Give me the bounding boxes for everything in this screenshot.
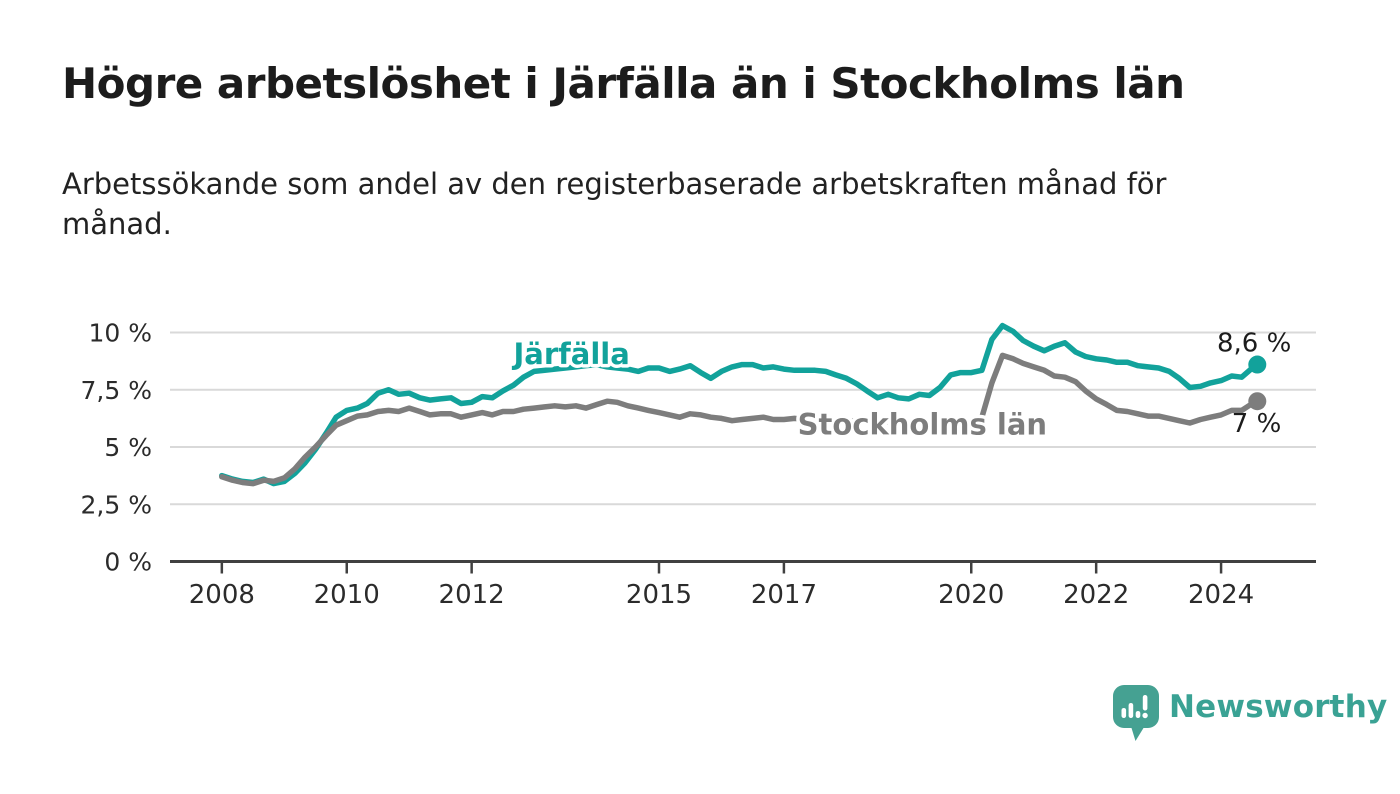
x-axis-tick-label: 2012	[439, 580, 505, 610]
x-axis-tick-label: 2010	[314, 580, 380, 610]
y-axis-labels: 0 % 2,5 % 5 % 7,5 % 10 %	[81, 319, 152, 577]
series-name-label-jarfalla: Järfälla	[511, 337, 629, 371]
x-axis-tick-label: 2017	[751, 580, 817, 610]
gridlines	[170, 331, 1316, 506]
x-axis-tick-label: 2024	[1188, 580, 1254, 610]
series-line-jarfalla	[219, 322, 1261, 487]
series-end-dot-jarfalla	[1248, 355, 1267, 374]
series-end-dot-stockholms-lan	[1248, 392, 1267, 411]
series-lines	[219, 322, 1261, 487]
x-axis-tick-label: 2022	[1063, 580, 1129, 610]
series-name-label-stockholms-lan: Stockholms län	[798, 407, 1047, 441]
x-axis-tick-label: 2008	[189, 580, 255, 610]
x-axis-labels: 2008 2010 2012 2015 2017 2020 2022 2024	[189, 580, 1254, 610]
brand-name: Newsworthy	[1169, 689, 1388, 725]
y-axis-tick-label: 10 %	[88, 319, 152, 348]
y-axis-tick-label: 0 %	[104, 548, 152, 577]
y-axis-tick-label: 5 %	[104, 433, 152, 462]
x-axis-tick-label: 2015	[626, 580, 692, 610]
series-line-stockholms-lan	[219, 352, 1261, 487]
y-axis-tick-label: 2,5 %	[81, 490, 152, 519]
newsworthy-logo: Newsworthy	[1112, 684, 1387, 744]
x-axis-tick-label: 2020	[938, 580, 1004, 610]
series-end-value-label-stockholms-lan: 7 %	[1232, 409, 1282, 439]
chart-title: Högre arbetslöshet i Järfälla än i Stock…	[62, 59, 1185, 108]
series-end-markers: 8,6 % 7 %	[1217, 329, 1291, 440]
series-annotations: Järfälla Stockholms län	[508, 334, 1051, 445]
x-axis	[170, 560, 1316, 574]
chart-subtitle: Arbetssökande som andel av den registerb…	[62, 167, 1167, 242]
bar-chart-icon	[1121, 695, 1148, 719]
y-axis-tick-label: 7,5 %	[81, 376, 152, 405]
series-end-value-label-jarfalla: 8,6 %	[1217, 329, 1291, 359]
newsworthy-logo-icon	[1113, 685, 1159, 741]
